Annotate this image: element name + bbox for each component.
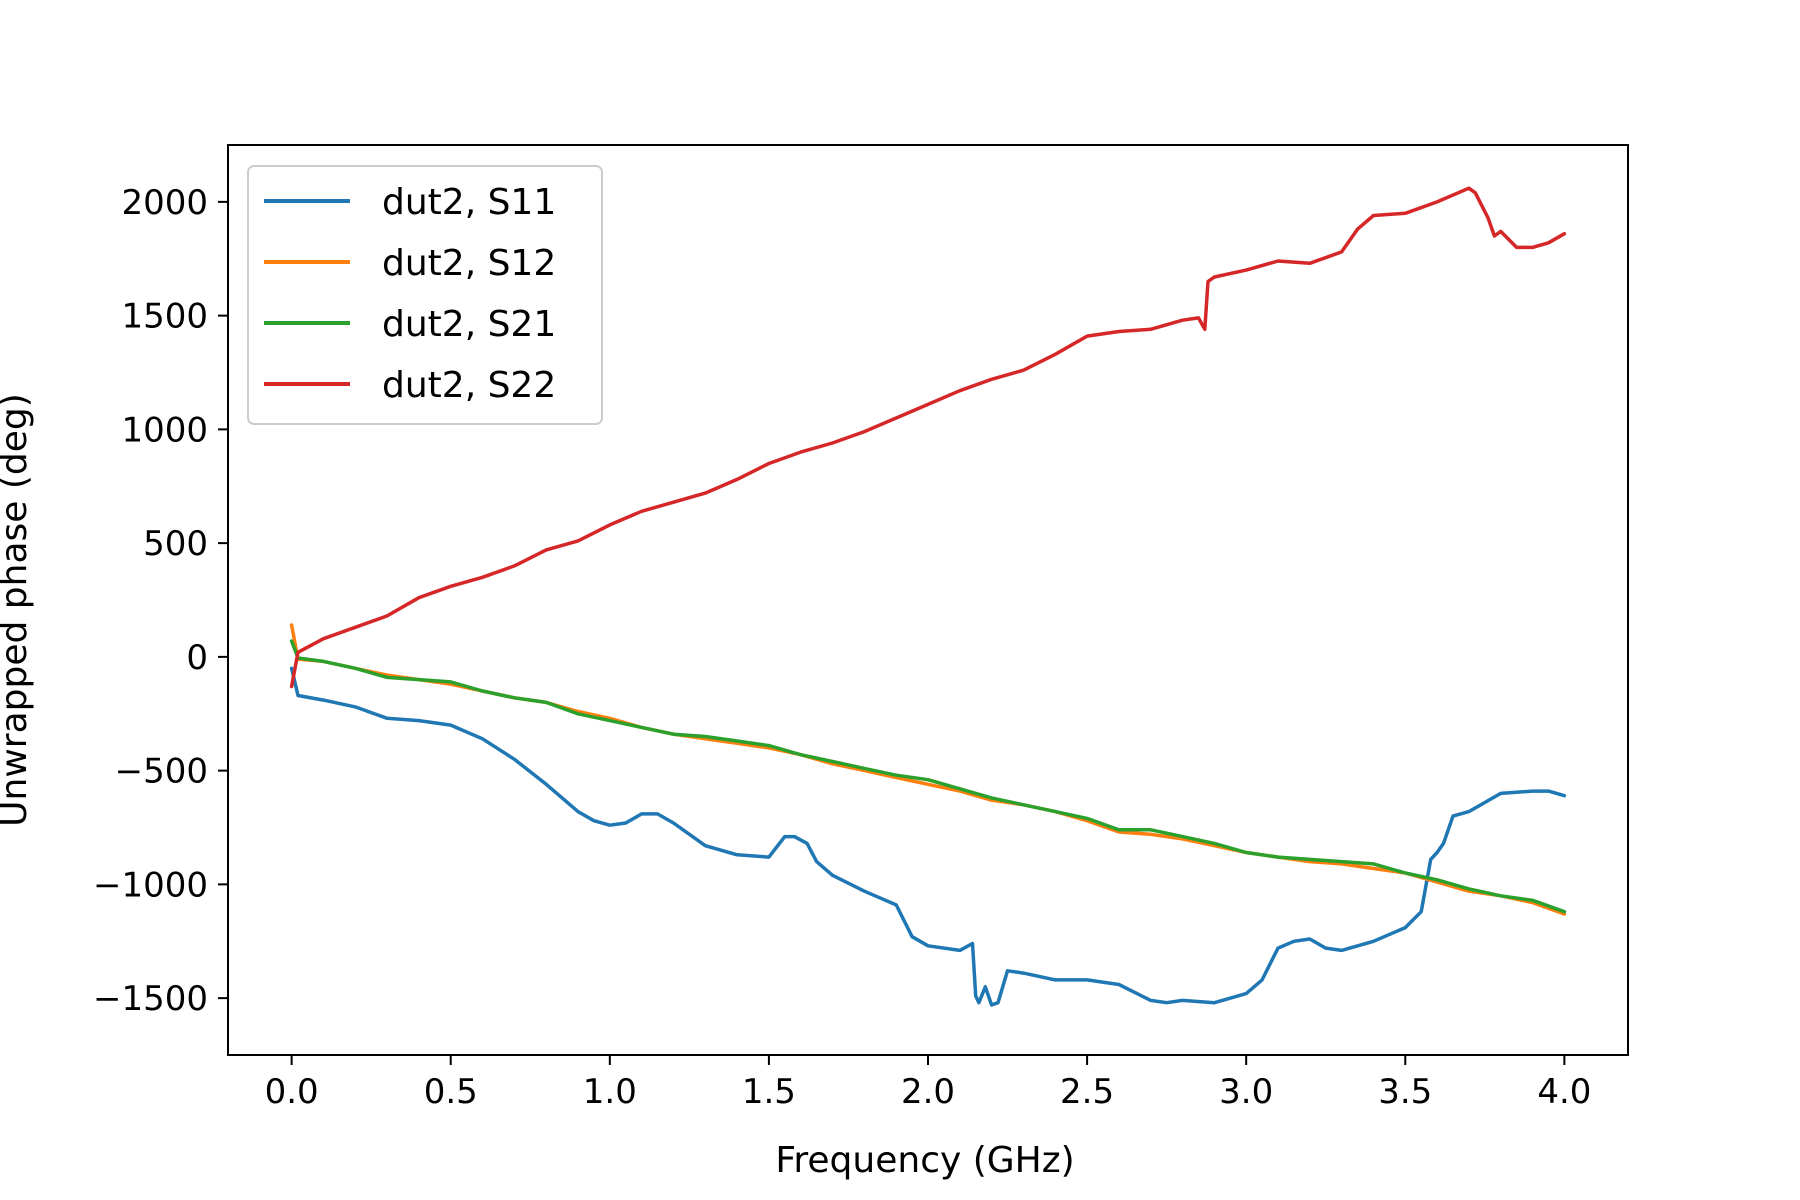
x-tick-label: 2.5: [1060, 1072, 1114, 1112]
x-tick-label: 4.0: [1537, 1072, 1591, 1112]
x-tick-label: 1.0: [583, 1072, 637, 1112]
series-line-3: [289, 639, 1567, 914]
x-tick-label: 1.5: [742, 1072, 796, 1112]
legend-label-3: dut2, S21: [382, 304, 556, 345]
legend: dut2, S11 dut2, S12 dut2, S21 dut2, S22: [247, 165, 603, 425]
plot-frame: [227, 144, 1629, 1056]
y-axis-label: Unwrapped phase (deg): [0, 393, 35, 827]
x-tick-label: 3.5: [1378, 1072, 1432, 1112]
series-line-4: [289, 186, 1567, 689]
legend-label-2: dut2, S12: [382, 243, 556, 284]
tick-layer: 0.0 0.5 1.0 1.5 2.0 2.5 3.0 3.5 4.0 −1500 −1000 −50…: [93, 183, 1591, 1112]
x-axis-label: Frequency (GHz): [775, 1140, 1074, 1181]
series-layer: [289, 186, 1567, 1007]
y-tick-label: 1500: [121, 297, 208, 337]
y-tick-label: −1500: [93, 979, 208, 1019]
y-tick-label: 1000: [121, 410, 208, 450]
series-line-1: [289, 666, 1567, 1007]
y-tick-label: 0: [186, 638, 208, 678]
x-tick-label: 2.0: [901, 1072, 955, 1112]
legend-label-4: dut2, S22: [382, 365, 556, 406]
y-tick-label: −500: [115, 752, 208, 792]
legend-box: [247, 165, 603, 425]
y-tick-label: 500: [143, 524, 208, 564]
x-tick-label: 0.5: [424, 1072, 478, 1112]
x-tick-label: 3.0: [1219, 1072, 1273, 1112]
legend-label-1: dut2, S11: [382, 182, 556, 223]
x-tick-label: 0.0: [265, 1072, 319, 1112]
y-tick-label: −1000: [93, 865, 208, 905]
y-tick-label: 2000: [121, 183, 208, 223]
